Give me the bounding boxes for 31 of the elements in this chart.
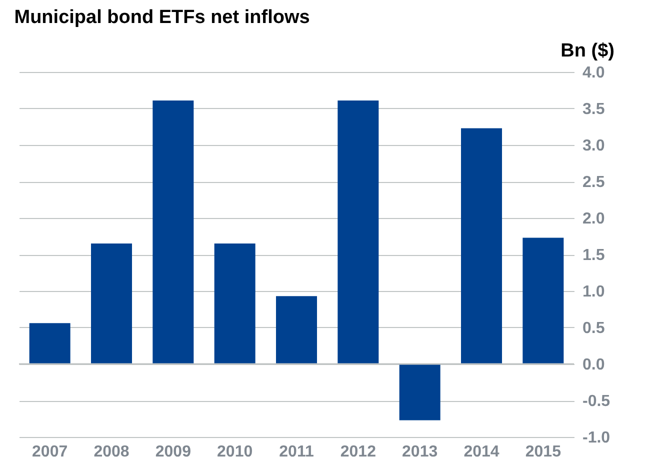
bar xyxy=(338,100,379,364)
y-tick-label: -1.0 xyxy=(582,430,610,446)
y-tick-label: 0.5 xyxy=(582,320,605,337)
y-tick-label: 2.0 xyxy=(582,210,605,228)
y-tick-label: 1.5 xyxy=(582,247,605,264)
x-tick-label: 2007 xyxy=(32,444,68,460)
y-tick-label: 1.0 xyxy=(582,284,605,300)
bar xyxy=(522,238,564,364)
y-tick-label: 2.5 xyxy=(582,174,605,191)
y-tick-label: 3.0 xyxy=(582,138,605,154)
x-tick-label: 2008 xyxy=(94,444,130,460)
bar xyxy=(91,244,132,364)
x-tick-label: 2013 xyxy=(402,444,438,460)
y-tick-label: 3.5 xyxy=(582,101,605,118)
x-tick-label: 2014 xyxy=(464,444,500,460)
bar xyxy=(152,100,194,364)
chart-title: Municipal bond ETFs net inflows xyxy=(14,7,310,28)
x-tick-label: 2010 xyxy=(217,444,253,460)
y-tick-label: 4.0 xyxy=(582,64,605,82)
bar xyxy=(461,128,502,364)
x-tick-label: 2011 xyxy=(279,444,314,460)
bar xyxy=(399,364,440,420)
y-tick-label: -0.5 xyxy=(582,393,610,410)
y-tick-label: 0.0 xyxy=(582,356,605,374)
bar xyxy=(29,323,70,364)
x-tick-label: 2009 xyxy=(155,444,192,460)
bar xyxy=(276,296,317,364)
x-tick-label: 2012 xyxy=(340,444,376,460)
y-axis-title: Bn ($) xyxy=(560,40,614,62)
bar xyxy=(214,244,256,364)
x-tick-label: 2015 xyxy=(525,444,562,460)
